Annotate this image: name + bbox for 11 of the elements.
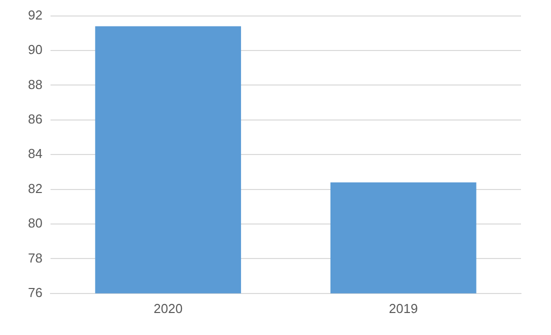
y-tick-label: 90 (28, 42, 42, 58)
y-tick-label: 92 (28, 7, 42, 22)
y-tick-label: 82 (28, 180, 42, 196)
y-tick-label: 84 (28, 146, 42, 162)
y-tick-label: 86 (28, 111, 42, 126)
y-tick-label: 88 (28, 76, 42, 92)
x-tick-label: 2020 (154, 300, 183, 316)
y-tick-label: 80 (28, 216, 42, 231)
y-tick-label: 78 (28, 250, 42, 266)
x-tick-label: 2019 (388, 300, 418, 316)
y-tick-label: 76 (28, 284, 42, 300)
